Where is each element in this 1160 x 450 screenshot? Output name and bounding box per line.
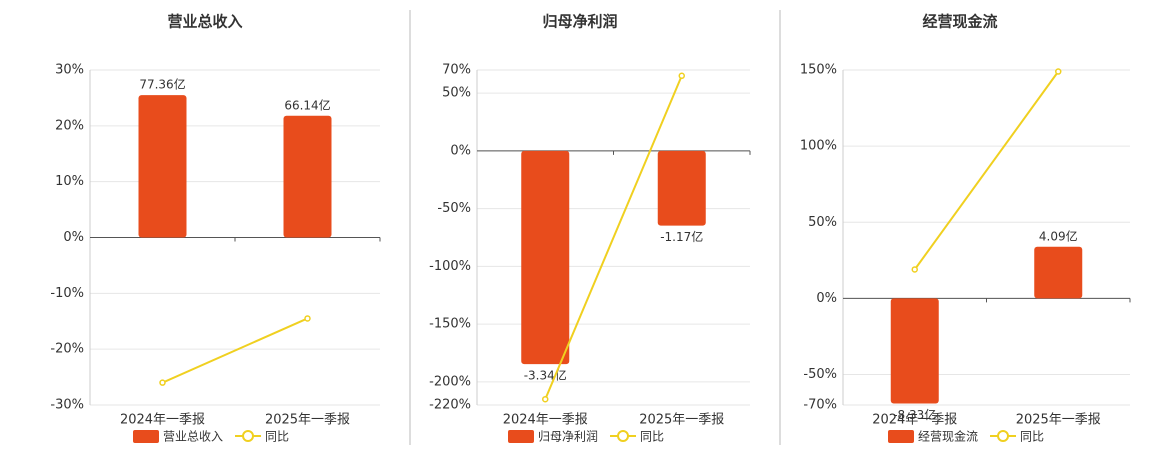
chart-title: 经营现金流 bbox=[922, 13, 997, 31]
legend-label: 归母净利润 bbox=[538, 430, 598, 444]
y-tick-label: -200% bbox=[429, 374, 471, 389]
chart-panel: 营业总收入 30% 20% 10% 0% -10% -20% -30% 2024年一季报 2025… bbox=[50, 13, 381, 444]
legend-label: 营业总收入 bbox=[163, 430, 223, 444]
y-tick-label: 70% bbox=[442, 63, 471, 78]
value-label: 77.36亿 bbox=[139, 77, 185, 92]
legend-swatch bbox=[997, 430, 1010, 442]
y-tick-label: 0% bbox=[63, 230, 84, 245]
y-tick-label: 0% bbox=[816, 291, 837, 306]
legend-label: 经营现金流 bbox=[918, 429, 978, 444]
x-tick-label: 2024年一季报 bbox=[120, 413, 205, 428]
x-tick-label: 2025年一季报 bbox=[1016, 413, 1101, 428]
chart-panel: 归母净利润 70% 50% 0% -50% -100% -150% -200% -220% 202… bbox=[429, 13, 751, 444]
legend-swatch bbox=[242, 430, 255, 442]
legend-swatch bbox=[508, 430, 534, 443]
value-label: -8.33亿 bbox=[893, 407, 936, 422]
legend-label: 同比 bbox=[640, 430, 664, 444]
y-tick-label: 10% bbox=[55, 174, 84, 189]
chart-title: 营业总收入 bbox=[167, 13, 242, 31]
chart-title: 归母净利润 bbox=[542, 13, 617, 31]
y-tick-label: 20% bbox=[55, 118, 84, 133]
line bbox=[162, 317, 308, 384]
y-tick-label: 50% bbox=[442, 86, 471, 101]
line bbox=[913, 70, 1060, 271]
value-label: -1.17亿 bbox=[660, 229, 703, 244]
legend-label: 同比 bbox=[265, 430, 289, 444]
bar bbox=[283, 115, 332, 238]
y-tick-label: -30% bbox=[50, 398, 84, 413]
y-tick-label: -150% bbox=[429, 317, 471, 332]
y-tick-label: 150% bbox=[800, 63, 837, 78]
y-tick-label: 50% bbox=[808, 215, 837, 230]
y-tick-label: -50% bbox=[803, 367, 837, 382]
line-marker bbox=[159, 379, 166, 386]
x-tick-label: 2025年一季报 bbox=[639, 413, 724, 428]
y-tick-label: 100% bbox=[800, 139, 837, 154]
x-tick-label: 2024年一季报 bbox=[872, 413, 957, 428]
legend-swatch bbox=[133, 430, 159, 443]
line-marker bbox=[678, 72, 685, 80]
x-tick-label: 2025年一季报 bbox=[265, 413, 350, 428]
y-tick-label: 0% bbox=[450, 143, 471, 158]
value-label: 4.09亿 bbox=[1039, 228, 1078, 243]
bar bbox=[521, 150, 570, 365]
legend-label: 同比 bbox=[1020, 430, 1044, 444]
y-tick-label: -70% bbox=[803, 398, 837, 413]
y-tick-label: -220% bbox=[429, 398, 471, 413]
value-label: -3.34亿 bbox=[524, 368, 567, 383]
x-tick-label: 2024年一季报 bbox=[503, 413, 588, 428]
legend-swatch bbox=[617, 430, 630, 442]
y-tick-label: -20% bbox=[50, 342, 84, 357]
y-tick-label: -50% bbox=[437, 201, 471, 216]
line-marker bbox=[304, 315, 311, 322]
bar bbox=[138, 95, 187, 238]
y-tick-label: 30% bbox=[55, 63, 84, 78]
value-label: 66.14亿 bbox=[284, 97, 330, 112]
line-marker bbox=[1055, 68, 1062, 75]
bar bbox=[657, 150, 706, 226]
bar bbox=[1034, 246, 1083, 299]
line bbox=[544, 75, 683, 400]
y-tick-label: -100% bbox=[429, 259, 471, 274]
legend-swatch bbox=[888, 430, 914, 443]
bar bbox=[890, 298, 939, 404]
line-marker bbox=[911, 266, 918, 273]
line-marker bbox=[542, 395, 549, 403]
chart-panel: 经营现金流 150% 100% 50% 0% -50% -70% 2024年一季报 2025年一… bbox=[800, 13, 1131, 444]
y-tick-label: -10% bbox=[50, 286, 84, 301]
